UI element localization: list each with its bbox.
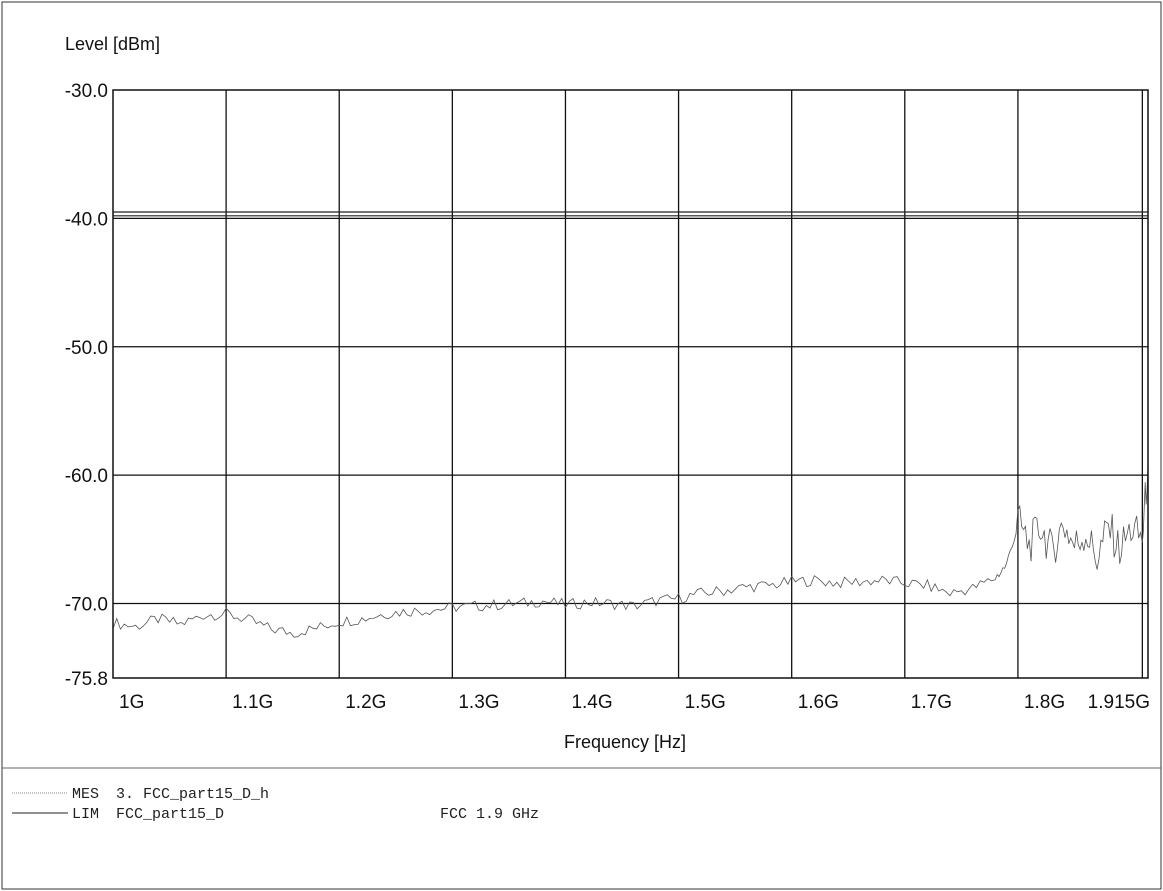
x-tick-label: 1G bbox=[119, 692, 144, 713]
x-tick-label: 1.8G bbox=[1024, 692, 1065, 713]
legend-code: LIM bbox=[72, 806, 99, 823]
legend-note: FCC 1.9 GHz bbox=[440, 806, 539, 823]
x-tick-label: 1.2G bbox=[345, 692, 386, 713]
y-tick-label: -40.0 bbox=[65, 209, 108, 230]
plot-border bbox=[112, 89, 1149, 679]
y-tick-label: -60.0 bbox=[65, 466, 108, 487]
x-tick-label: 1.6G bbox=[798, 692, 839, 713]
legend: MES 3. FCC_part15_D_h LIM FCC_part15_D FCC 1… bbox=[12, 786, 539, 823]
x-axis-label: Frequency [Hz] bbox=[564, 732, 686, 752]
x-tick-label: 1.7G bbox=[911, 692, 952, 713]
x-tick-label: 1.1G bbox=[232, 692, 273, 713]
x-tick-label: 1.5G bbox=[685, 692, 726, 713]
y-tick-labels: -30.0 -40.0 -50.0 -60.0 -70.0 -75.8 bbox=[65, 81, 108, 690]
x-tick-label: 1.4G bbox=[571, 692, 612, 713]
legend-code: MES bbox=[72, 786, 99, 803]
series-group bbox=[112, 211, 1149, 638]
y-tick-label: -70.0 bbox=[65, 595, 108, 616]
grid bbox=[113, 90, 1148, 678]
y-tick-label: -50.0 bbox=[65, 338, 108, 359]
x-tick-labels: 1G 1.1G 1.2G 1.3G 1.4G 1.5G 1.6G 1.7G 1.8G 1.915G bbox=[119, 692, 1150, 713]
legend-text: 3. FCC_part15_D_h bbox=[116, 786, 269, 803]
y-tick-label: -75.8 bbox=[65, 669, 108, 690]
legend-text: FCC_part15_D bbox=[116, 806, 224, 823]
y-axis-label: Level [dBm] bbox=[65, 34, 160, 54]
y-tick-label: -30.0 bbox=[65, 81, 108, 102]
series-line-mes bbox=[112, 462, 1149, 638]
x-tick-label: 1.3G bbox=[458, 692, 499, 713]
x-tick-label: 1.915G bbox=[1088, 692, 1150, 713]
